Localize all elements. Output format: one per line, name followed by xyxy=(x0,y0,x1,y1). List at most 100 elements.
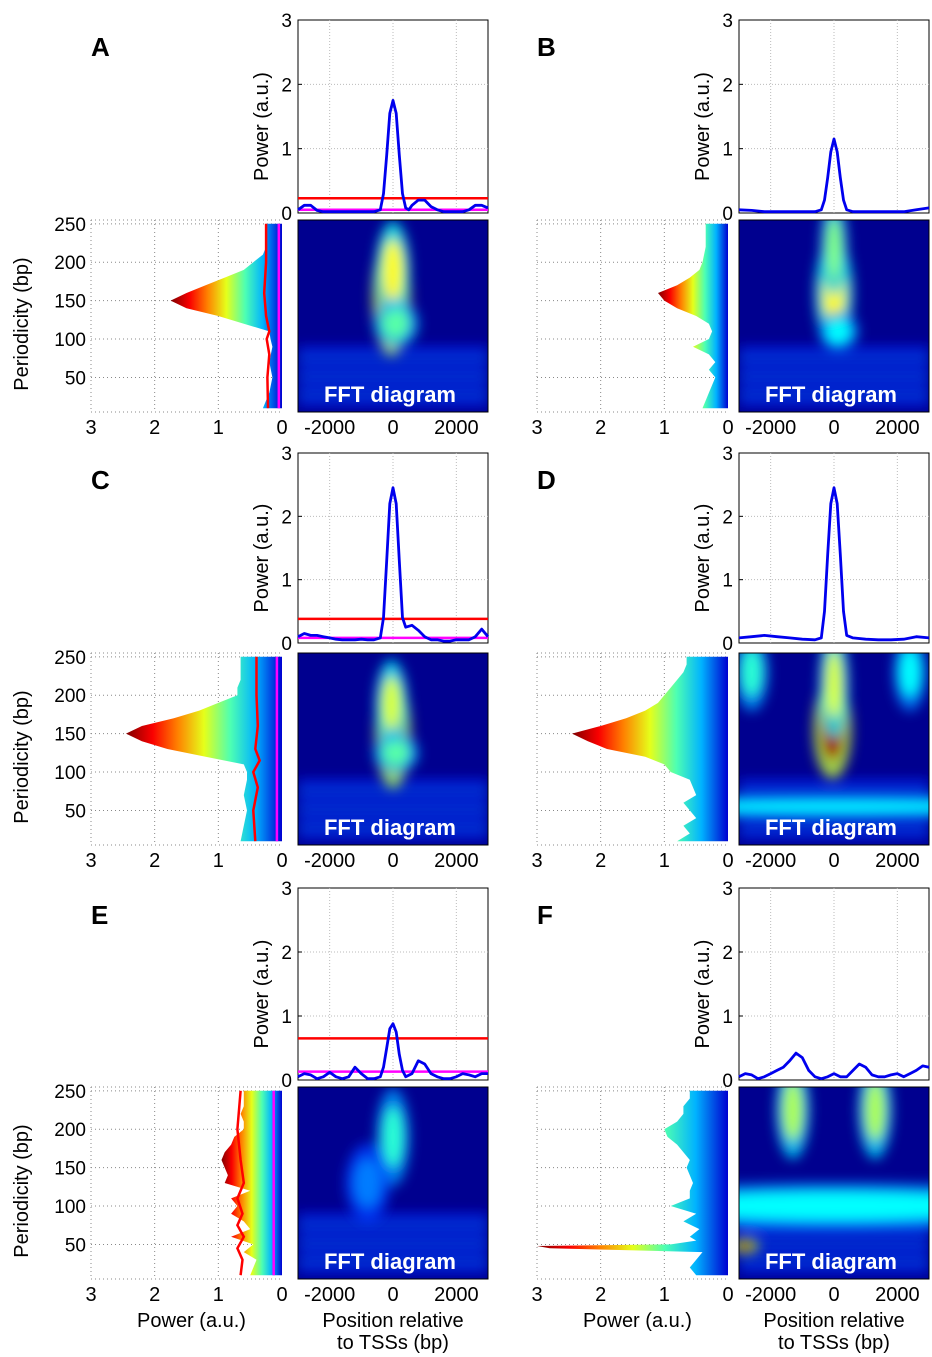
power-tick-label: 3 xyxy=(722,444,733,465)
power-tick-label: 2 xyxy=(722,507,733,528)
heatmap-band xyxy=(739,365,929,370)
side-tick-label: 3 xyxy=(85,1284,96,1306)
heatmap-frame xyxy=(297,652,489,846)
heatmap-band xyxy=(298,356,488,361)
heatmap-spots xyxy=(373,659,419,789)
power-tick-label: 3 xyxy=(281,11,292,32)
heatmap-content xyxy=(739,653,929,839)
heatmap-band xyxy=(298,401,488,406)
period-tick-label: 100 xyxy=(54,330,86,351)
power-plot-frame xyxy=(738,452,930,644)
heatmap-band xyxy=(298,383,488,388)
period-tick-label: 50 xyxy=(65,801,86,822)
fft-tick-label: -2000 xyxy=(304,417,355,439)
power-axis-label: Power (a.u.) xyxy=(251,504,273,613)
power-tick-label: 0 xyxy=(722,634,733,655)
panel-letter: C xyxy=(91,465,110,495)
power-plot: 0 1 2 3 Power (a.u.) xyxy=(251,879,489,1092)
fft-tick-label: 0 xyxy=(387,417,398,439)
heatmap-band xyxy=(298,1268,488,1273)
heatmap-band xyxy=(739,816,929,821)
heatmap-band xyxy=(298,807,488,812)
fft-tick-label: 2000 xyxy=(434,850,479,872)
heatmap-band xyxy=(298,1259,488,1264)
power-profile-line xyxy=(297,99,489,214)
power-axis-label: Power (a.u.) xyxy=(692,940,714,1049)
side-x-axis-label: Power (a.u.) xyxy=(583,1310,692,1332)
period-tick-label: 200 xyxy=(54,1120,86,1141)
fft-tick-label: 0 xyxy=(387,1284,398,1306)
heatmap-band xyxy=(298,789,488,794)
period-tick-label: 100 xyxy=(54,1197,86,1218)
side-plot: 3 2 1 0 xyxy=(531,652,734,872)
heatmap-band xyxy=(739,356,929,361)
side-power-profile xyxy=(658,223,728,409)
heatmap-spot-core xyxy=(382,740,411,766)
period-tick-label: 150 xyxy=(54,292,86,313)
side-threshold-red xyxy=(262,223,271,409)
heatmap-spots xyxy=(815,220,859,352)
side-tick-label: 0 xyxy=(722,1284,733,1306)
panel-B: B 0 1 2 3 Power (a.u.) FFT diagram -2000 0 2000 3 2… xyxy=(531,11,930,439)
fft-x-axis-label-line1: Position relative xyxy=(763,1310,904,1332)
fft-heatmap: FFT diagram -2000 0 2000 xyxy=(297,652,489,872)
fft-tick-label: -2000 xyxy=(304,850,355,872)
power-tick-label: 2 xyxy=(281,943,292,964)
power-tick-label: 3 xyxy=(281,879,292,900)
fft-tick-label: -2000 xyxy=(745,1284,796,1306)
fft-heatmap: FFT diagram -2000 0 2000 Position relativeto… xyxy=(297,1086,489,1354)
power-tick-label: 1 xyxy=(722,140,733,161)
heatmap-spot-core xyxy=(381,675,402,730)
power-tick-label: 3 xyxy=(722,11,733,32)
heatmap-band xyxy=(739,834,929,839)
side-tick-label: 3 xyxy=(85,417,96,439)
side-plot-bg xyxy=(537,220,728,412)
fft-x-axis-label-line1: Position relative xyxy=(322,1310,463,1332)
period-tick-label: 50 xyxy=(65,368,86,389)
fft-tick-label: -2000 xyxy=(745,417,796,439)
side-power-profile xyxy=(170,223,282,409)
side-tick-label: 2 xyxy=(149,417,160,439)
heatmap-content xyxy=(298,659,488,839)
heatmap-band xyxy=(739,789,929,794)
power-plot: 0 1 2 3 Power (a.u.) xyxy=(692,444,930,655)
heatmap-spot-core xyxy=(824,653,844,719)
heatmap-spot-core xyxy=(353,1158,382,1208)
side-tick-label: 0 xyxy=(276,417,287,439)
side-tick-label: 0 xyxy=(276,850,287,872)
heatmap-band xyxy=(298,365,488,370)
side-threshold-red xyxy=(251,656,262,842)
fft-tick-label: 0 xyxy=(387,850,398,872)
side-tick-label: 1 xyxy=(659,417,670,439)
fft-heatmap: FFT diagram -2000 0 2000 xyxy=(297,219,489,439)
heatmap-band xyxy=(739,1268,929,1273)
heatmap-spots xyxy=(739,653,929,819)
heatmap-spot-core xyxy=(826,319,852,344)
heatmap-frame xyxy=(297,1086,489,1280)
heatmap-spot-core xyxy=(741,653,763,697)
heatmap-spot-core xyxy=(382,239,404,301)
side-tick-label: 2 xyxy=(595,850,606,872)
fft-tick-label: 2000 xyxy=(434,1284,479,1306)
side-threshold-red xyxy=(236,1090,246,1276)
power-tick-label: 3 xyxy=(722,879,733,900)
power-tick-label: 3 xyxy=(281,444,292,465)
side-tick-label: 2 xyxy=(149,1284,160,1306)
side-tick-label: 2 xyxy=(149,850,160,872)
heatmap-band xyxy=(298,1223,488,1228)
side-tick-label: 1 xyxy=(659,850,670,872)
power-axis-label: Power (a.u.) xyxy=(692,504,714,613)
heatmap-band xyxy=(298,1250,488,1255)
heatmap-band xyxy=(298,834,488,839)
period-tick-label: 100 xyxy=(54,763,86,784)
power-tick-label: 1 xyxy=(281,571,292,592)
heatmap-frame xyxy=(738,219,930,413)
heatmap-band xyxy=(298,825,488,830)
power-tick-label: 1 xyxy=(722,1007,733,1028)
power-tick-label: 1 xyxy=(722,571,733,592)
period-tick-label: 200 xyxy=(54,253,86,274)
heatmap-content xyxy=(739,220,929,406)
side-plot: 3 2 1 0 xyxy=(531,219,734,439)
fft-x-axis-label-line2: to TSSs (bp) xyxy=(778,1332,890,1354)
